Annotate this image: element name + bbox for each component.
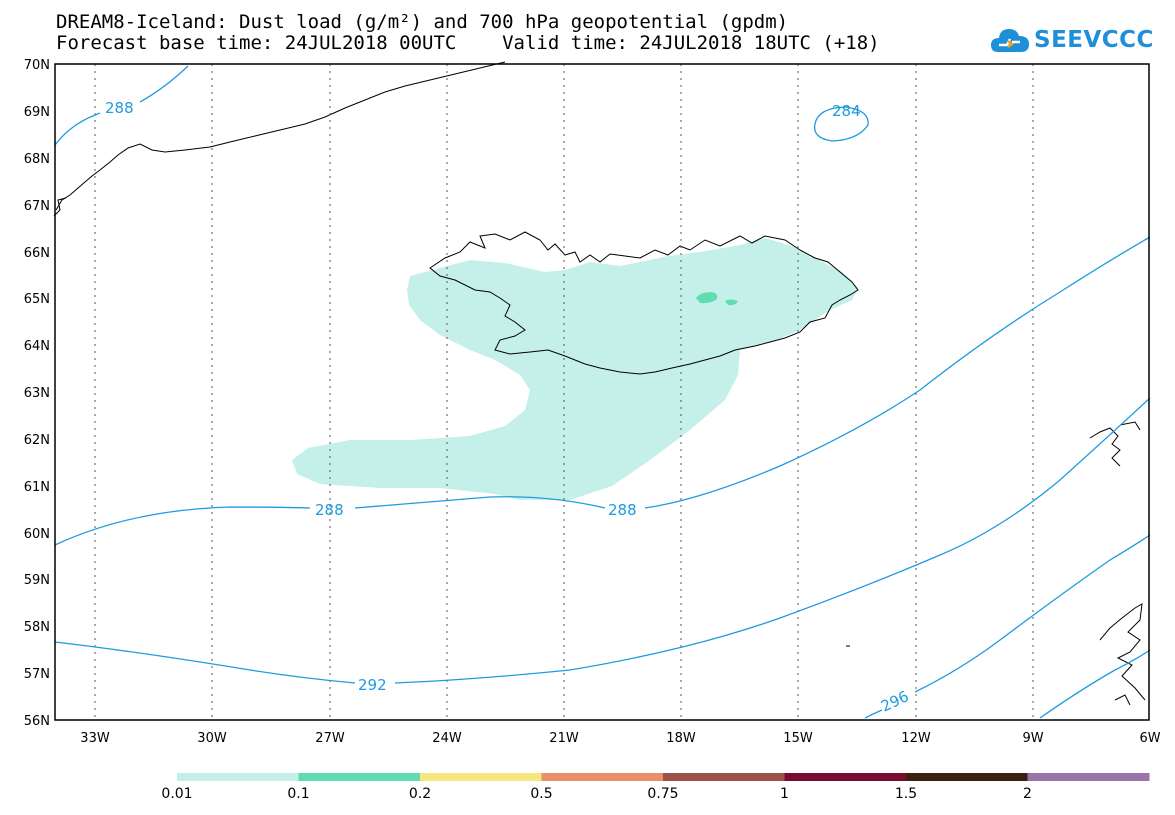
colorbar-swatch [784, 773, 907, 781]
colorbar-tick-label: 0.75 [647, 786, 679, 802]
contour-292 [54, 397, 1151, 684]
map-subtitle: Forecast base time: 24JUL2018 00UTC Vali… [56, 32, 880, 54]
lat-label: 56N [24, 714, 50, 729]
contour-label-292: 292 [358, 676, 387, 694]
contour-288-main [54, 236, 1151, 546]
colorbar-tick-label: 0.1 [287, 786, 310, 802]
cloud-icon [991, 29, 1029, 52]
lon-label: 24W [432, 731, 462, 746]
dust-load-field [292, 238, 858, 500]
lon-label: 6W [1139, 731, 1160, 746]
colorbar-swatch [420, 773, 542, 781]
lon-label: 30W [197, 731, 227, 746]
contour-label-284: 284 [832, 102, 861, 120]
contour-296 [864, 534, 1151, 719]
coastlines [53, 61, 1146, 706]
lon-label: 15W [783, 731, 813, 746]
dust-area-low [292, 238, 858, 500]
colorbar-tick-label: 0.01 [161, 786, 193, 802]
lat-label: 69N [24, 105, 50, 120]
contour-label-296: 296 [878, 687, 912, 715]
dust-area-mid [696, 292, 718, 304]
contour-300 [1039, 649, 1151, 719]
colorbar-tick-label: 1 [780, 786, 789, 802]
greenland-coast [55, 61, 506, 211]
colorbar-swatch [906, 773, 1028, 781]
contour-284 [813, 106, 869, 142]
lat-label: 68N [24, 152, 50, 167]
dust-area-mid-2 [725, 299, 738, 306]
lat-label: 59N [24, 573, 50, 588]
colorbar-swatch [541, 773, 664, 781]
colorbar-swatch [663, 773, 785, 781]
lon-label: 18W [666, 731, 696, 746]
lat-label: 61N [24, 480, 50, 495]
contour-label-288-nw: 288 [105, 99, 134, 117]
colorbar [177, 773, 1150, 781]
lat-label: 65N [24, 292, 50, 307]
contour-label-288-w: 288 [315, 501, 344, 519]
lon-label: 12W [901, 731, 931, 746]
lat-label: 60N [24, 527, 50, 542]
lon-label: 9W [1022, 731, 1043, 746]
lat-label: 62N [24, 433, 50, 448]
lon-label: 33W [80, 731, 110, 746]
colorbar-tick-label: 2 [1023, 786, 1032, 802]
map-title: DREAM8-Iceland: Dust load (g/m²) and 700… [56, 11, 789, 33]
lat-label: 57N [24, 667, 50, 682]
faroe-coast [1089, 421, 1141, 467]
lat-label: 58N [24, 620, 50, 635]
seevccc-logo: SEEVCCC [990, 20, 1154, 60]
colorbar-tick-label: 0.2 [408, 786, 432, 802]
greenland-coast-east [53, 197, 67, 217]
lon-label: 27W [315, 731, 345, 746]
map-frame [54, 63, 1150, 721]
contour-label-288-e: 288 [608, 501, 637, 519]
lon-label: 21W [549, 731, 579, 746]
logo-text: SEEVCCC [1034, 27, 1154, 53]
latitude-axis: 70N 69N 68N 67N 66N 65N 64N 63N 62N 61N … [24, 58, 50, 729]
scotland-coast [1099, 603, 1146, 706]
lat-label: 64N [24, 339, 50, 354]
longitude-axis: 33W 30W 27W 24W 21W 18W 15W 12W 9W 6W [80, 731, 1160, 746]
colorbar-swatch [177, 773, 299, 781]
geopotential-contours [54, 65, 1151, 719]
lat-label: 63N [24, 386, 50, 401]
lat-label: 66N [24, 246, 50, 261]
lat-label: 70N [24, 58, 50, 73]
contour-288-nw [54, 65, 189, 146]
lat-label: 67N [24, 199, 50, 214]
iceland-coast [429, 231, 859, 375]
colorbar-tick-label: 1.5 [894, 786, 918, 802]
colorbar-swatch [1027, 773, 1150, 781]
colorbar-swatch [298, 773, 421, 781]
colorbar-tick-label: 0.5 [530, 786, 553, 802]
